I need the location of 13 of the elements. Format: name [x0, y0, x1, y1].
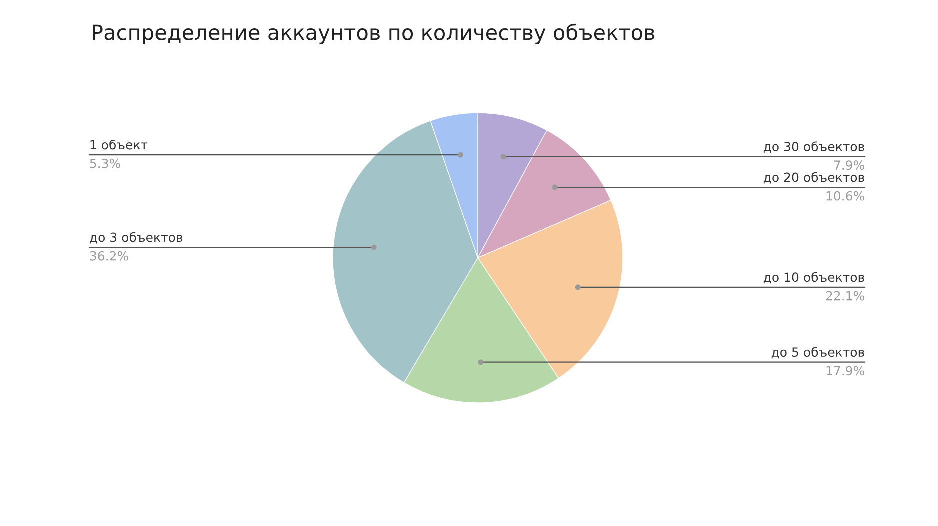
data-label: 7.9% [834, 160, 864, 170]
chart-title: Распределение аккаунтов по количеству объектов [93, 24, 655, 44]
slice-label: до 5 объектов [772, 347, 864, 359]
slice-label: до 3 объектов [90, 232, 183, 244]
data-label: 10.6% [826, 191, 864, 201]
slice-label: до 30 объектов [764, 142, 864, 154]
data-label: 5.3% [90, 158, 120, 168]
slice-label: 1 объект [90, 140, 148, 150]
slice-label: до 10 объектов [764, 272, 864, 284]
data-label: 36.2% [90, 251, 128, 261]
data-label: 22.1% [826, 291, 864, 301]
data-label: 17.9% [826, 366, 864, 376]
slice-label: до 20 объектов [764, 172, 864, 184]
